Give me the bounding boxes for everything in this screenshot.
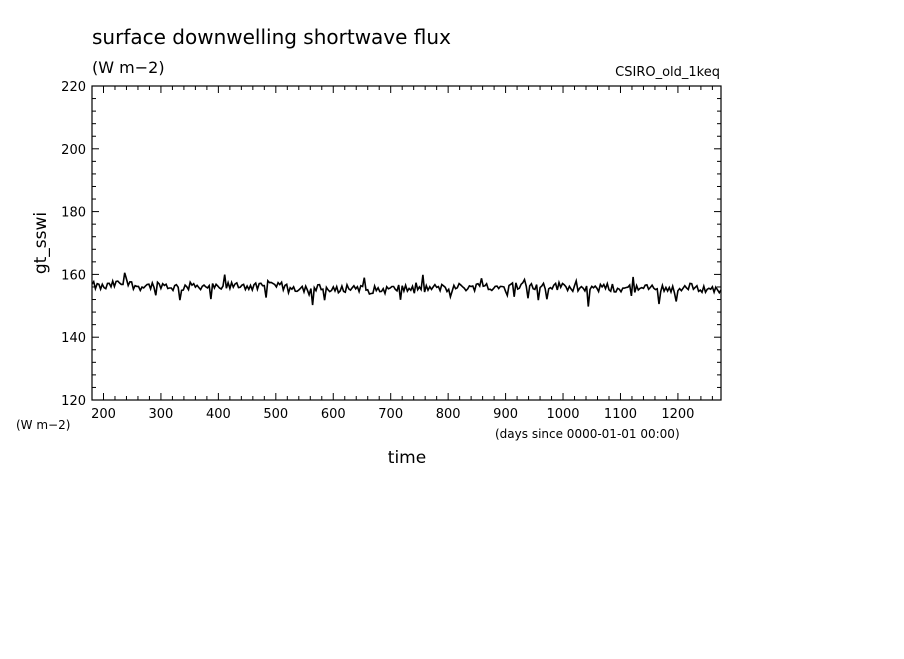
x-tick-label: 1000 (546, 407, 579, 422)
plot-frame (91, 85, 722, 401)
x-axis-label: time (388, 448, 426, 468)
y-axis-label: gt_sswi (31, 212, 51, 274)
x-tick-label: 800 (436, 407, 461, 422)
x-tick-label: 1200 (661, 407, 694, 422)
series-line (91, 272, 722, 307)
y-tick-label: 160 (61, 268, 86, 283)
x-units-label: (days since 0000-01-01 00:00) (495, 427, 680, 441)
y-units-label: (W m−2) (16, 418, 70, 432)
chart-subtitle: (W m−2) (92, 58, 165, 77)
y-tick-label: 200 (61, 143, 86, 158)
x-tick-label: 200 (91, 407, 116, 422)
y-tick-label: 140 (61, 331, 86, 346)
axis-ticks (91, 85, 721, 401)
x-tick-label: 1100 (604, 407, 637, 422)
y-tick-label: 180 (61, 206, 86, 221)
x-tick-label: 300 (149, 407, 174, 422)
x-tick-label: 700 (378, 407, 403, 422)
chart-title: surface downwelling shortwave flux (92, 25, 451, 49)
x-tick-label: 900 (493, 407, 518, 422)
model-label: CSIRO_old_1keq (615, 65, 720, 80)
x-tick-label: 600 (321, 407, 346, 422)
x-tick-label: 500 (263, 407, 288, 422)
y-tick-label: 220 (61, 80, 86, 95)
x-tick-labels: 200 300 400 500 600 700 800 900 1000 1100 1200 (91, 407, 694, 422)
y-tick-label: 120 (61, 394, 86, 409)
y-tick-labels: 120 140 160 180 200 220 (61, 80, 86, 409)
x-tick-label: 400 (206, 407, 231, 422)
